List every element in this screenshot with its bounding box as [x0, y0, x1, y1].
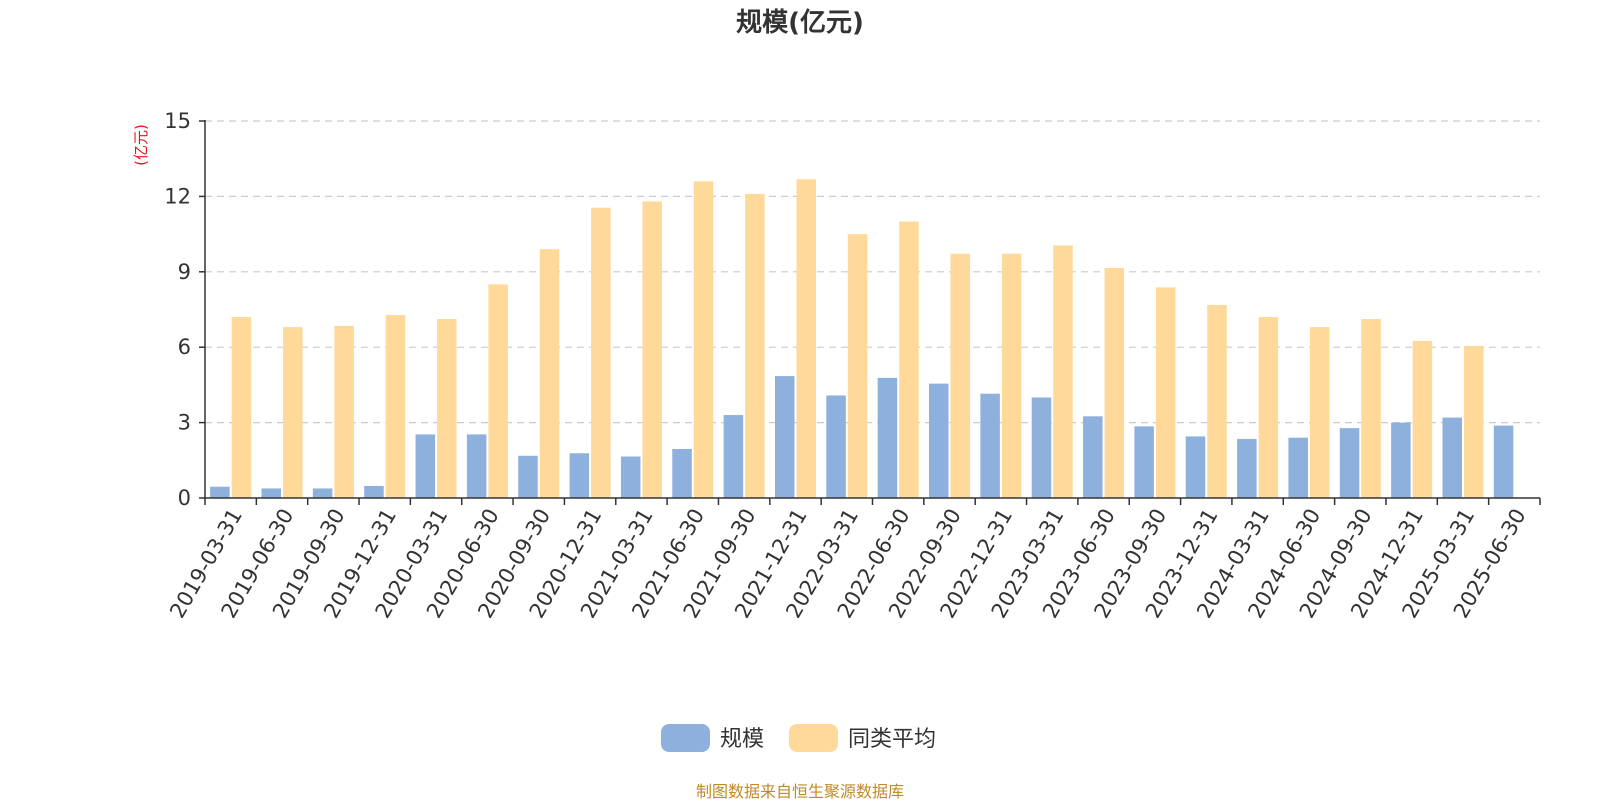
bar-guimo — [1134, 426, 1154, 498]
bar-tonglei-pingjun — [385, 315, 406, 498]
bar-tonglei-pingjun — [231, 317, 252, 498]
bar-tonglei-pingjun — [1361, 319, 1381, 498]
bar-tonglei-pingjun — [950, 253, 971, 498]
bar-guimo — [929, 383, 949, 498]
legend-label: 同类平均 — [848, 727, 936, 752]
bar-tonglei-pingjun — [745, 193, 765, 499]
bar-guimo — [1237, 438, 1257, 498]
bar-tonglei-pingjun — [539, 249, 560, 498]
bar-guimo — [1442, 417, 1462, 498]
bar-tonglei-pingjun — [1463, 345, 1484, 498]
bar-guimo — [672, 448, 692, 498]
bar-tonglei-pingjun — [847, 234, 868, 498]
y-tick-label: 15 — [164, 109, 191, 133]
bar-tonglei-pingjun — [693, 181, 714, 498]
y-tick-label: 6 — [178, 335, 191, 359]
legend-item-guimo[interactable]: 规模 — [661, 724, 764, 752]
bar-tonglei-pingjun — [796, 179, 816, 498]
bar-series — [210, 179, 1514, 499]
bar-guimo — [569, 453, 590, 498]
bar-tonglei-pingjun — [437, 319, 457, 498]
x-axis: 2019-03-312019-06-302019-09-302019-12-31… — [165, 497, 1541, 622]
bar-tonglei-pingjun — [1309, 327, 1330, 498]
bar-tonglei-pingjun — [1258, 317, 1279, 498]
chart-title: 规模(亿元) — [736, 8, 864, 38]
y-tick-label: 12 — [164, 184, 191, 208]
bar-guimo — [1083, 416, 1103, 498]
bar-guimo — [980, 393, 1000, 498]
y-axis: 0 3 6 9 12 15 — [164, 109, 206, 510]
bar-guimo — [1031, 397, 1052, 498]
bar-guimo — [1391, 422, 1411, 498]
bar-tonglei-pingjun — [1207, 304, 1227, 498]
bar-guimo — [466, 434, 487, 498]
bar-guimo — [210, 486, 230, 498]
bar-tonglei-pingjun — [1104, 268, 1125, 498]
y-tick-label: 9 — [178, 260, 191, 284]
bar-guimo — [774, 376, 795, 498]
bar-guimo — [1493, 425, 1514, 498]
y-axis-unit-label: (亿元) — [132, 124, 150, 166]
bar-tonglei-pingjun — [1412, 340, 1433, 498]
legend-item-tonglei-pingjun[interactable]: 同类平均 — [789, 724, 936, 752]
bar-guimo — [518, 455, 538, 498]
bar-guimo — [364, 485, 384, 498]
legend[interactable]: 规模 同类平均 — [661, 724, 936, 752]
bar-tonglei-pingjun — [283, 327, 303, 498]
bar-tonglei-pingjun — [642, 201, 662, 498]
bar-tonglei-pingjun — [899, 221, 919, 499]
bar-guimo — [1185, 436, 1206, 498]
bar-guimo — [415, 434, 436, 498]
bar-tonglei-pingjun — [1053, 245, 1073, 498]
data-source-note: 制图数据来自恒生聚源数据库 — [696, 782, 904, 800]
bar-tonglei-pingjun — [1155, 287, 1176, 498]
bar-guimo — [826, 395, 846, 498]
legend-label: 规模 — [720, 727, 764, 752]
bar-guimo — [1288, 437, 1308, 498]
bar-guimo — [877, 377, 898, 498]
y-tick-label: 0 — [178, 486, 191, 510]
bar-tonglei-pingjun — [591, 207, 611, 498]
legend-swatch — [789, 724, 838, 752]
bar-guimo — [1339, 428, 1360, 498]
bar-tonglei-pingjun — [334, 325, 354, 498]
bar-guimo — [723, 415, 744, 498]
bar-guimo — [261, 488, 282, 498]
gridlines — [205, 120, 1540, 424]
bar-guimo — [620, 456, 641, 498]
bar-tonglei-pingjun — [1001, 253, 1022, 498]
bar-guimo — [312, 488, 333, 498]
bar-tonglei-pingjun — [488, 284, 508, 498]
legend-swatch — [661, 724, 710, 752]
y-tick-label: 3 — [178, 411, 191, 435]
